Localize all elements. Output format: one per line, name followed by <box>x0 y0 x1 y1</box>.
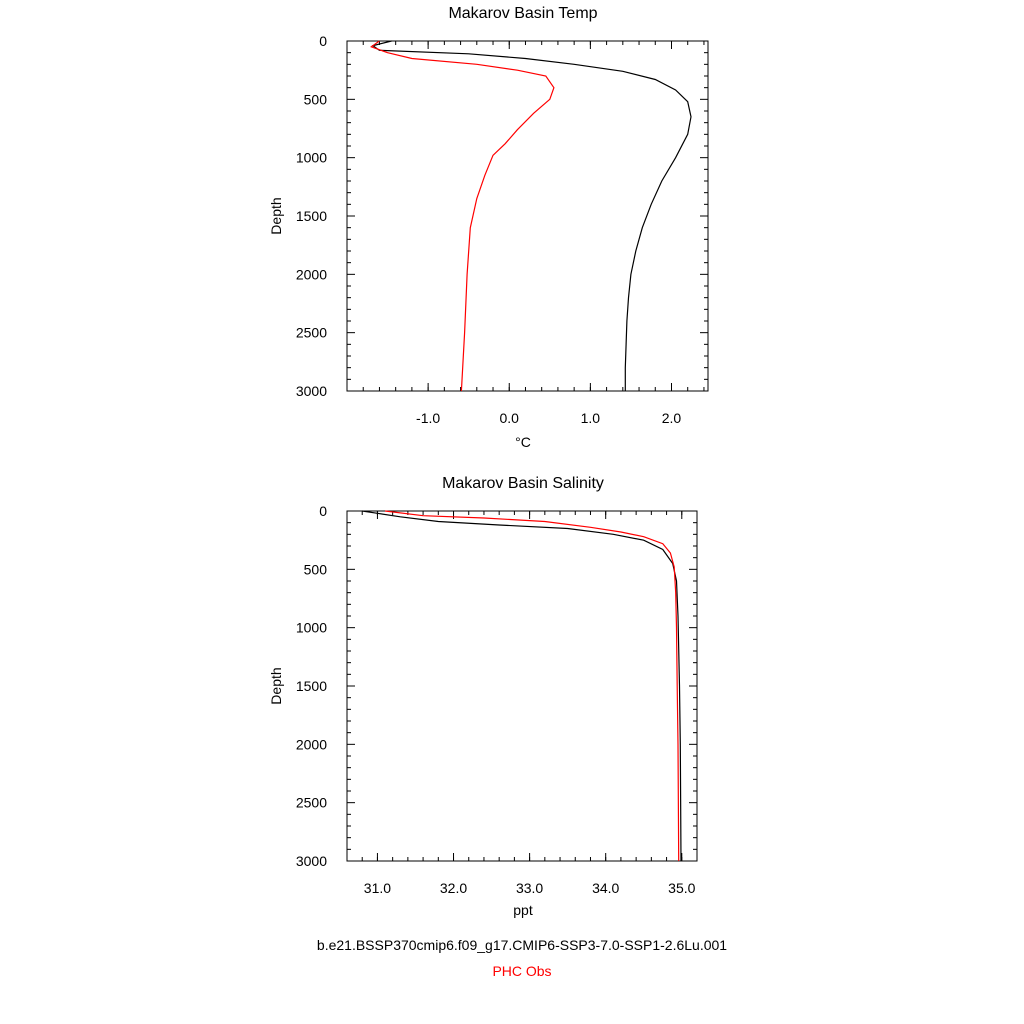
temp-x-tick-label: 0.0 <box>500 410 520 426</box>
temp-x-tick-label: 2.0 <box>662 410 682 426</box>
temp-x-tick-label: 1.0 <box>581 410 601 426</box>
salinity-panel: Makarov Basin Salinity 31.0 32.0 33.0 34.0 3… <box>268 475 698 918</box>
temp-y-tick-label: 1000 <box>296 150 327 166</box>
salinity-y-axis-label: Depth <box>268 667 284 704</box>
temperature-chart-title: Makarov Basin Temp <box>448 5 597 22</box>
salinity-series-line-model <box>362 510 682 862</box>
salinity-y-tick-label: 3000 <box>296 853 327 869</box>
salinity-y-tick-label: 2000 <box>296 736 327 752</box>
temperature-y-axis-label: Depth <box>268 197 284 234</box>
salinity-x-tick-label: 33.0 <box>516 880 543 896</box>
salinity-x-tick-label: 31.0 <box>364 880 391 896</box>
temp-plot-frame <box>346 40 709 392</box>
salinity-y-tick-label: 500 <box>304 561 328 577</box>
salinity-x-tick-label: 35.0 <box>668 880 695 896</box>
temp-y-tick-label: 1500 <box>296 208 327 224</box>
salinity-y-tick-label: 1000 <box>296 620 327 636</box>
salinity-marks: 31.0 32.0 33.0 34.0 35.0 0 500 1000 1500 2000 2500… <box>296 503 698 896</box>
salinity-y-tick-label: 2500 <box>296 795 327 811</box>
model-run-caption: b.e21.BSSP370cmip6.f09_g17.CMIP6-SSP3-7.… <box>316 937 728 953</box>
temp-y-tick-label: 500 <box>304 91 328 107</box>
salinity-x-tick-label: 34.0 <box>592 880 619 896</box>
salinity-y-tick-label: 0 <box>319 503 327 519</box>
salinity-chart-title: Makarov Basin Salinity <box>442 475 604 492</box>
temperature-marks: -1.0 0.0 1.0 2.0 0 500 1000 1500 2000 2500 3000 <box>296 33 709 426</box>
salinity-series-line-obs <box>384 510 680 862</box>
temp-y-tick-label: 2000 <box>296 266 327 282</box>
temp-y-tick-label: 2500 <box>296 325 327 341</box>
temp-y-tick-label: 3000 <box>296 383 327 399</box>
temp-y-tick-label: 0 <box>319 33 327 49</box>
salinity-plot-frame <box>346 510 698 862</box>
obs-caption: PHC Obs <box>492 963 552 979</box>
temp-x-tick-label: -1.0 <box>416 410 440 426</box>
temperature-panel: Makarov Basin Temp -1.0 0.0 1.0 2.0 0 500 1000… <box>268 5 709 450</box>
salinity-y-tick-label: 1500 <box>296 678 327 694</box>
temperature-x-axis-label: °C <box>515 434 531 450</box>
salinity-x-axis-label: ppt <box>513 902 533 918</box>
temp-series-line-model <box>371 40 692 391</box>
salinity-x-tick-label: 32.0 <box>440 880 467 896</box>
temp-series-line-obs <box>370 40 555 392</box>
